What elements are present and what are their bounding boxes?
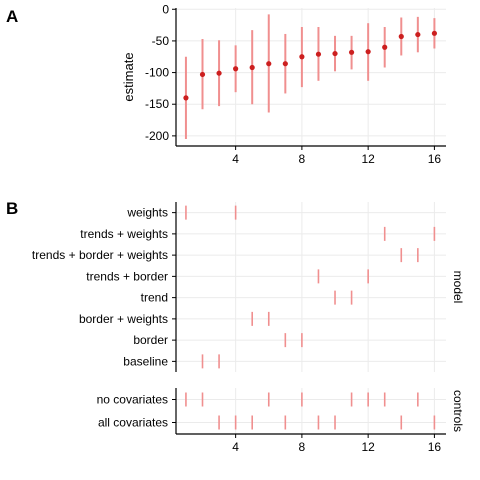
row-label: trends + border [86, 269, 168, 283]
x-tick-label: 12 [361, 440, 375, 454]
x-tick-label: 4 [232, 152, 239, 166]
estimate-point [365, 49, 371, 55]
estimate-point [199, 71, 206, 78]
x-tick-label: 16 [428, 440, 442, 454]
estimate-point [183, 95, 189, 101]
estimate-panel: 0 -50 -100 -150 -200 4 8 12 16 estimate [121, 2, 446, 166]
estimate-point [299, 54, 305, 60]
estimate-intervals [184, 14, 436, 140]
y-axis-title: estimate [121, 52, 136, 101]
estimate-point [382, 44, 388, 50]
y-tick-label: -50 [152, 34, 170, 48]
x-tick-label: 12 [361, 152, 375, 166]
row-label: border [133, 333, 168, 347]
estimate-point [431, 30, 438, 36]
row-label: baseline [123, 354, 168, 368]
row-label: no covariates [97, 393, 168, 407]
facet-strip-label: controls [451, 390, 465, 432]
estimate-gridlines [176, 8, 446, 146]
estimate-point [315, 51, 322, 57]
specification-axes: weights trends + weights trends + border +… [32, 202, 465, 454]
estimate-point [398, 33, 404, 40]
estimate-point [216, 70, 222, 76]
estimate-point [249, 64, 255, 71]
x-tick-label: 16 [428, 152, 442, 166]
estimate-point [332, 50, 338, 57]
estimate-axes: 0 -50 -100 -150 -200 4 8 12 16 [145, 2, 446, 166]
estimate-point [415, 31, 421, 38]
panel-b-letter: B [6, 199, 18, 218]
specification-marks [185, 205, 436, 430]
y-tick-label: -200 [145, 129, 169, 143]
x-tick-label: 8 [299, 440, 306, 454]
y-tick-label: -150 [145, 97, 169, 111]
facet-strip-label: model [451, 271, 465, 304]
estimate-point [233, 66, 239, 72]
estimate-point [282, 61, 288, 67]
row-label: trends + border + weights [32, 248, 168, 262]
specification-gridlines [176, 202, 446, 434]
x-tick-label: 4 [232, 440, 239, 454]
row-label: weights [126, 206, 168, 220]
panel-a-letter: A [6, 7, 18, 26]
row-label: border + weights [79, 312, 168, 326]
row-label: trend [141, 291, 168, 305]
y-tick-label: 0 [162, 2, 169, 16]
row-label: all covariates [98, 416, 168, 430]
y-tick-label: -100 [145, 66, 169, 80]
row-label: trends + weights [80, 227, 168, 241]
estimate-point [348, 49, 355, 55]
x-tick-label: 8 [299, 152, 306, 166]
estimate-points [183, 30, 438, 101]
specification-panel: weights trends + weights trends + border +… [32, 202, 465, 454]
estimate-point [266, 61, 272, 67]
